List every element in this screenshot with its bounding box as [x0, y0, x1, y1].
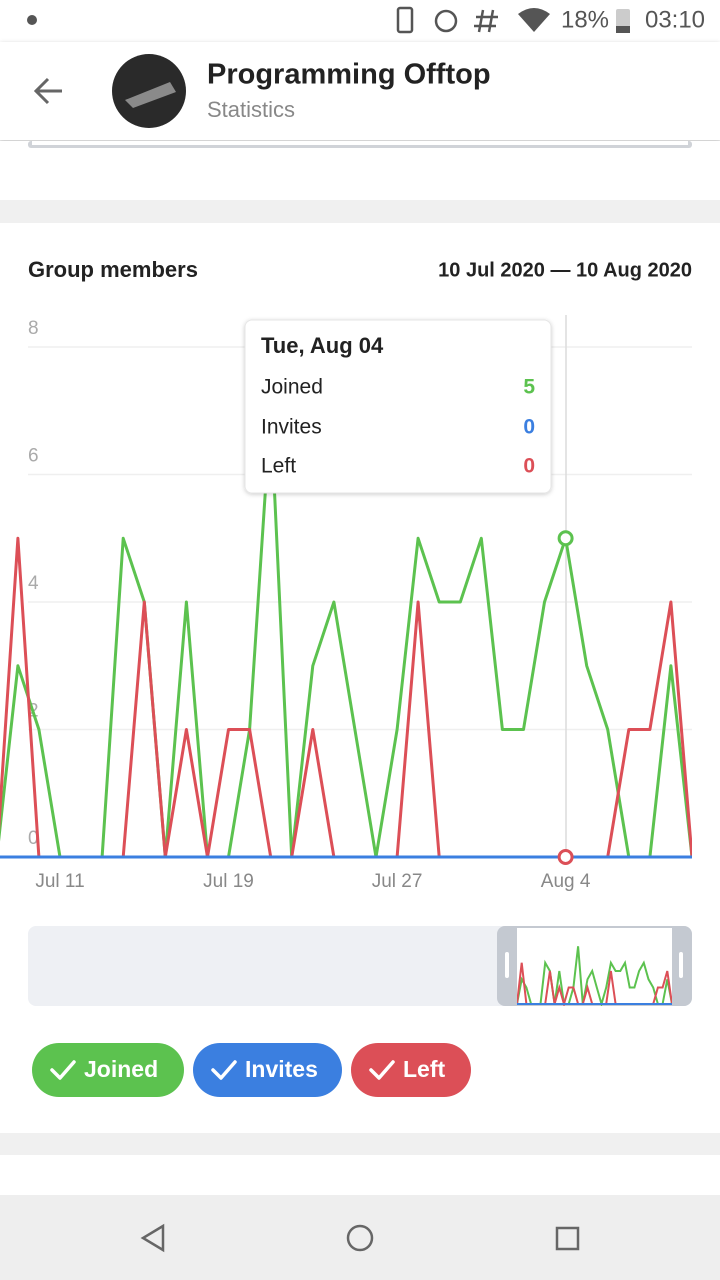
tooltip-value: 5	[523, 376, 535, 399]
series-line	[0, 409, 692, 859]
battery-percent: 18%	[561, 6, 609, 33]
legend-button-bg	[351, 1043, 471, 1097]
navigator-handle[interactable]	[679, 952, 683, 978]
status-icons	[396, 6, 498, 34]
y-tick-label: 8	[28, 318, 39, 339]
tooltip-date: Tue, Aug 04	[261, 333, 384, 358]
previous-navigator-window	[32, 141, 688, 145]
legend-button[interactable]: Left	[351, 1043, 471, 1097]
tooltip-series-name: Invites	[261, 416, 322, 439]
legend-check	[369, 1060, 395, 1080]
nav-bar	[0, 1195, 720, 1280]
chart-title: Group members	[28, 257, 198, 282]
x-tick-label: Jul 11	[35, 871, 84, 892]
previous-card	[0, 141, 720, 200]
tooltip-series-name: Joined	[261, 376, 323, 399]
nav-back[interactable]	[140, 1223, 165, 1253]
x-axis: Jul 11 Jul 19 Jul 27 Aug 4	[35, 871, 591, 892]
legend-check	[50, 1060, 76, 1080]
clock: 03:10	[645, 6, 705, 33]
battery-level	[616, 26, 630, 33]
markers	[557, 530, 574, 865]
navigator-window	[517, 928, 672, 1004]
tooltip-series-name: Left	[261, 455, 296, 478]
x-tick-label: Aug 4	[541, 871, 591, 892]
navigator-line	[517, 946, 672, 1006]
tooltip-value: 0	[523, 455, 535, 478]
next-card	[0, 1155, 720, 1195]
legend-label: Left	[403, 1056, 446, 1082]
legend-label: Joined	[84, 1056, 158, 1082]
x-tick-label: Jul 19	[203, 871, 254, 892]
y-tick-label: 6	[28, 446, 39, 467]
legend-check	[211, 1060, 237, 1080]
nav-recents[interactable]	[555, 1226, 580, 1251]
legend-button[interactable]: Invites	[193, 1043, 342, 1097]
legend-button-bg	[32, 1043, 184, 1097]
tooltip: Tue, Aug 04 Joined 5 Invites 0 Left 0	[244, 319, 552, 494]
y-tick-label: 0	[28, 828, 39, 849]
wifi-icon	[518, 8, 550, 32]
y-tick-label: 4	[28, 573, 39, 594]
legend-label: Invites	[245, 1056, 318, 1082]
selected-point	[557, 530, 574, 547]
app-bar	[0, 42, 720, 140]
avatar-art	[125, 82, 176, 108]
nav-home[interactable]	[346, 1224, 374, 1252]
status-bar	[0, 0, 720, 42]
tooltip-value: 0	[523, 416, 535, 439]
x-tick-label: Jul 27	[372, 871, 423, 892]
navigator-lines	[517, 946, 672, 1006]
legend: Joined Invites Left	[32, 1043, 471, 1097]
date-range: 10 Jul 2020 — 10 Aug 2020	[438, 259, 692, 281]
chat-subtitle: Statistics	[207, 97, 295, 122]
chat-title: Programming Offtop	[207, 59, 491, 91]
legend-button-bg	[193, 1043, 342, 1097]
tooltip-box	[244, 319, 552, 494]
plot	[0, 409, 692, 859]
legend-button[interactable]: Joined	[32, 1043, 184, 1097]
selected-point	[557, 849, 574, 865]
back-button[interactable]	[33, 77, 62, 105]
navigator-handle[interactable]	[505, 952, 509, 978]
notification-dot	[27, 15, 37, 25]
